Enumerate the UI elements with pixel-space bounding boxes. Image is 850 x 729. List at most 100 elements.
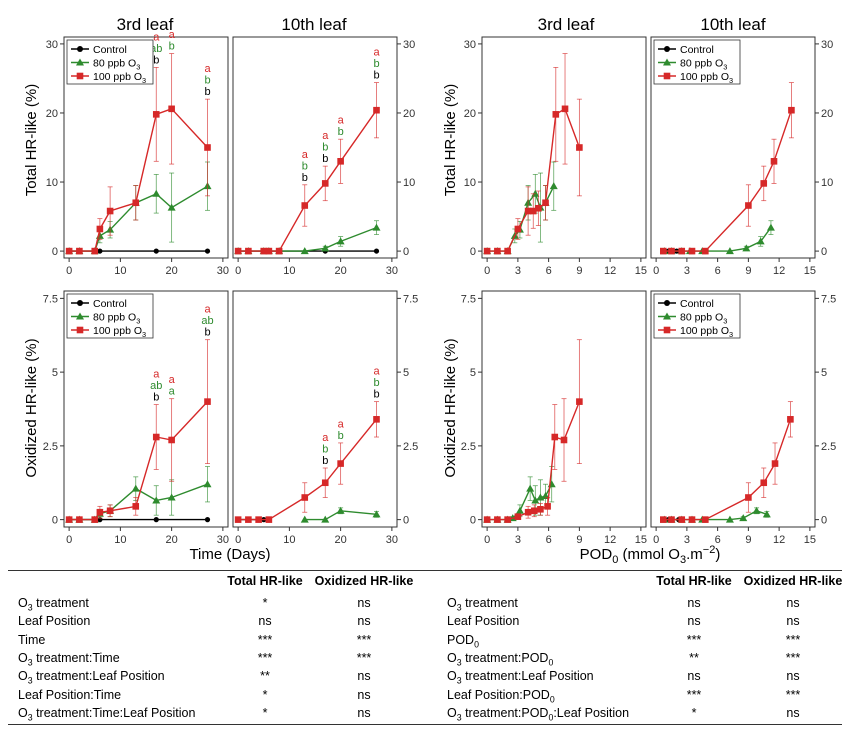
cell-value: *** [686,632,702,647]
data-point [483,247,491,255]
significance-letter: a [169,386,176,398]
data-point [373,248,380,254]
significance-letter: a [338,115,345,127]
column-title: 3rd leaf [117,15,174,34]
series-80-ppb-o3 [300,506,381,523]
data-point [336,506,345,514]
series-80-ppb-o3 [65,466,212,523]
text-part: 80 ppb [93,58,128,70]
legend-label: 80 ppb O3 [680,312,727,326]
x-tick-label: 9 [745,265,751,277]
series-line [664,227,772,252]
subscript: 3 [729,76,733,85]
data-point [153,248,159,254]
data-point [132,199,140,207]
y-tick-label: 2.5 [821,441,836,453]
data-point [65,516,73,523]
data-point [337,460,344,467]
x-tick-label: 0 [653,534,659,546]
y-tick-label: 2.5 [461,441,476,453]
column-title: 10th leaf [700,15,765,34]
y-tick-label: 20 [821,108,833,120]
data-point [336,237,345,245]
significance-letter: a [338,418,345,430]
data-point [576,398,583,405]
x-tick-label: 6 [715,534,721,546]
data-point [547,480,556,488]
data-point [152,433,160,441]
significance-letter: b [373,377,379,389]
legend-label: Control [93,298,127,310]
legend-marker [663,312,671,320]
significance-letter: a [169,29,176,41]
table-top-rule [8,570,842,571]
subscript: 3 [723,317,727,326]
row-label: Leaf Position [447,614,520,629]
data-point [760,180,768,187]
significance-letter: a [302,149,309,161]
x-tick-label: 0 [653,265,659,277]
column-header: Total HR-like [656,574,732,588]
x-tick-label: 6 [715,265,721,277]
cell-value: *** [785,650,801,665]
cell-value: ns [357,687,371,702]
data-point [373,416,380,423]
data-point [204,248,211,254]
legend-label: 100 ppb O3 [93,71,146,85]
x-tick-label: 10 [283,534,295,546]
legend-label: 100 ppb O3 [680,71,733,85]
data-point [167,493,176,501]
data-point [770,158,778,165]
data-point [131,484,140,492]
series-line [487,185,555,252]
x-tick-label: 9 [576,265,582,277]
y-tick-label: 5 [821,367,827,379]
data-point [76,516,83,523]
data-point [153,517,159,523]
data-point [552,111,560,118]
data-point [152,189,161,197]
significance-letter: b [373,389,379,401]
y-tick-label: 5 [470,367,476,379]
text-part: O [721,71,729,83]
data-point [745,494,752,501]
data-point [742,244,751,252]
plot-frame [481,290,647,528]
cell-value: ns [687,596,701,610]
x-tick-label: 20 [166,265,178,277]
y-tick-label: 7.5 [403,293,418,305]
data-point [524,508,532,516]
significance-letter: b [302,172,308,184]
significance-letter: b [322,142,328,154]
significance-letter: a [204,63,211,75]
data-point [97,248,103,254]
y-tick-label: 0 [403,515,409,527]
data-point [668,247,675,255]
data-point [668,516,675,523]
cell-value: * [262,687,268,702]
cell-value: *** [356,632,372,647]
data-point [702,516,709,523]
subscript: 3 [723,63,727,72]
significance-letter: a [153,369,160,381]
x-tick-label: 12 [773,265,785,277]
x-axis-label: Time (Days) [189,546,270,563]
chart-panel: 0 3 6 9 12 15 0 2.5 5 7.5 [461,290,647,546]
data-point [526,484,535,492]
series-line [238,226,377,252]
data-point [91,516,99,523]
x-tick-label: 0 [484,265,490,277]
text-part: 80 ppb [680,312,715,324]
data-point [766,223,775,231]
y-tick-label: 20 [403,108,415,120]
series-100-ppb-o3 [660,401,794,523]
y-axis-label: Oxidized HR-like (%) [442,338,459,477]
x-tick-label: 3 [684,265,690,277]
cell-value: ns [258,614,272,629]
cell-value: ns [786,596,800,610]
significance-letter: ab [201,315,213,327]
